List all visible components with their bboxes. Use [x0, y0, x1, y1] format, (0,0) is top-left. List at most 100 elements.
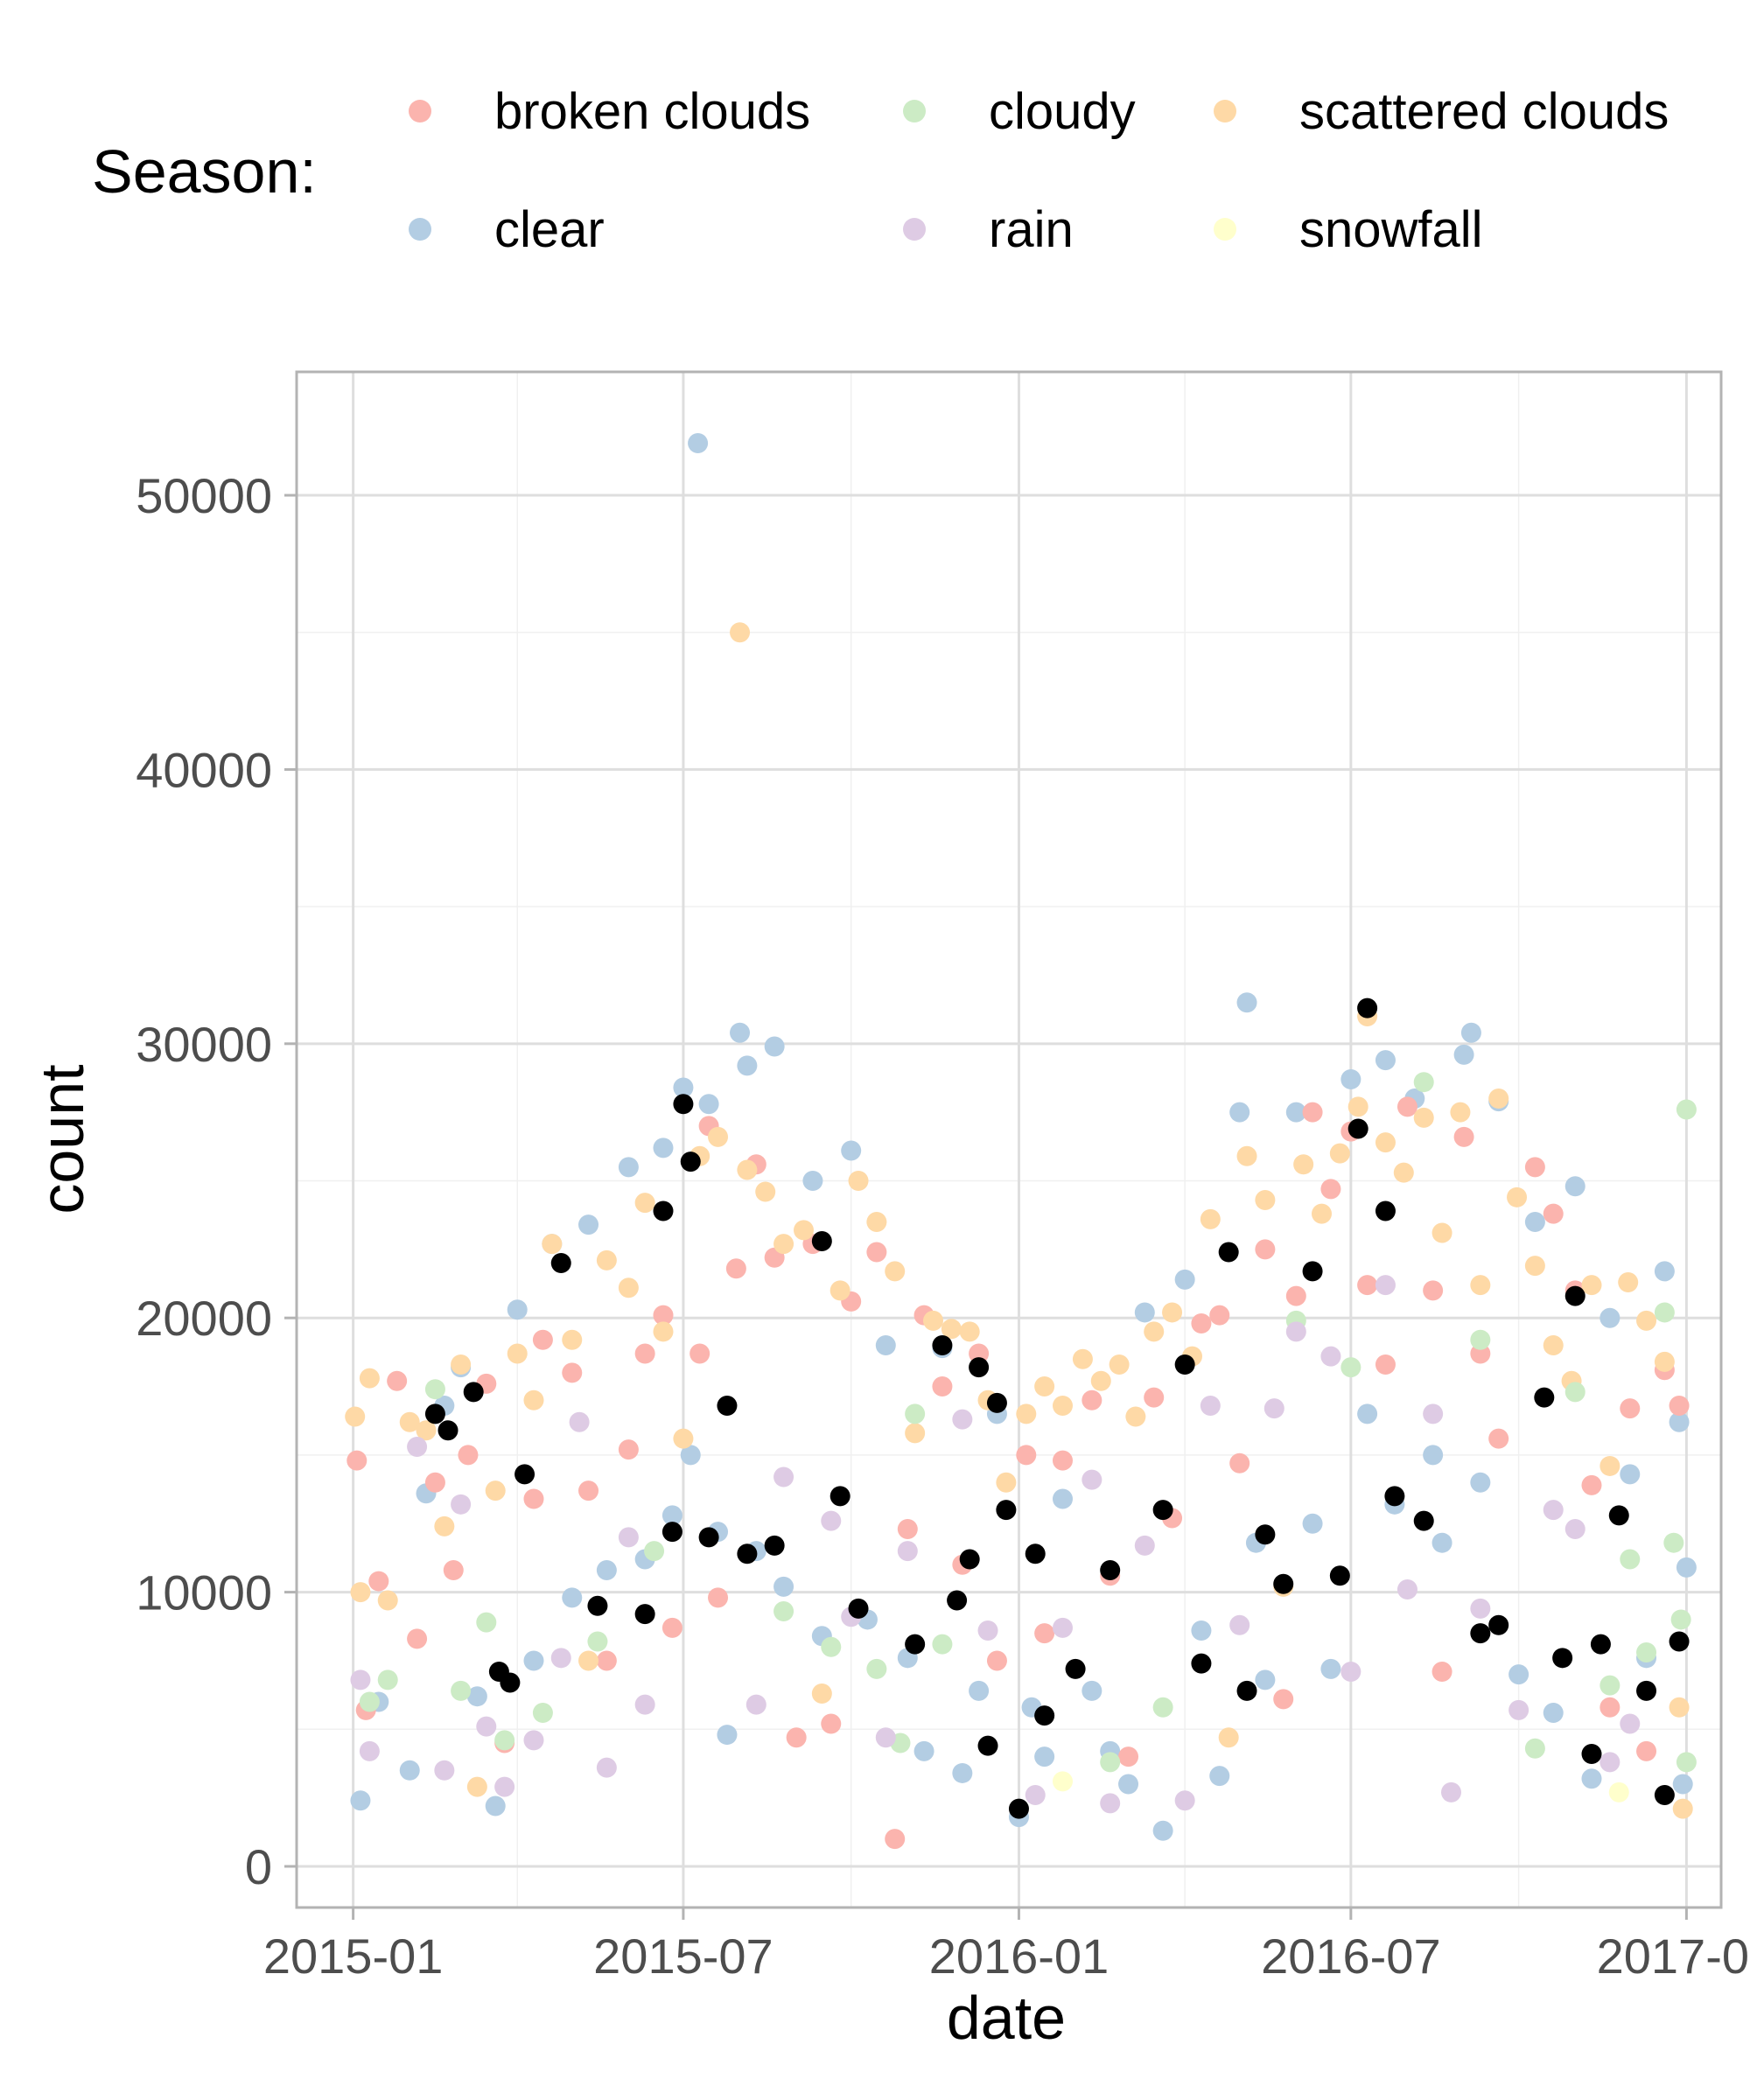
data-point: [802, 1171, 823, 1192]
data-point: [1329, 1565, 1350, 1586]
data-point: [1543, 1203, 1564, 1224]
data-point: [821, 1510, 842, 1531]
data-point: [730, 622, 751, 643]
data-point: [1152, 1820, 1173, 1841]
data-point: [1636, 1680, 1657, 1701]
axis-ticks: 0 10000 20000 30000 40000 50000 2015-01 2015-07…: [136, 468, 1750, 1984]
data-point: [476, 1612, 497, 1633]
data-point: [1034, 1376, 1055, 1397]
data-point: [996, 1500, 1017, 1521]
data-point: [1654, 1261, 1675, 1282]
data-point: [562, 1587, 583, 1608]
data-point: [1082, 1390, 1102, 1410]
data-point: [653, 1200, 674, 1222]
data-point: [1229, 1102, 1250, 1123]
data-point: [905, 1404, 926, 1424]
data-point: [1564, 1519, 1586, 1540]
data-point: [1600, 1455, 1620, 1476]
data-point: [507, 1299, 528, 1320]
data-point: [1255, 1239, 1276, 1260]
data-point: [1109, 1354, 1130, 1375]
data-points: [345, 432, 1697, 1850]
data-point: [1134, 1535, 1155, 1556]
data-point: [1125, 1406, 1146, 1427]
data-point: [1082, 1680, 1102, 1701]
data-point: [662, 1522, 682, 1543]
data-point: [550, 1648, 571, 1669]
data-point: [905, 1423, 926, 1444]
data-point: [596, 1757, 617, 1778]
data-point: [764, 1036, 785, 1057]
data-point: [986, 1650, 1007, 1671]
data-point: [1255, 1189, 1276, 1210]
data-point: [1453, 1126, 1474, 1147]
data-point: [774, 1601, 794, 1622]
data-point: [848, 1598, 869, 1619]
data-point: [866, 1212, 887, 1233]
data-point: [786, 1727, 807, 1748]
data-point: [485, 1796, 506, 1816]
data-point: [1340, 1661, 1362, 1682]
data-point: [774, 1466, 794, 1488]
y-tick-label: 0: [245, 1839, 272, 1894]
data-point: [562, 1362, 583, 1383]
data-point: [350, 1790, 371, 1811]
data-point: [1423, 1404, 1444, 1424]
data-point: [1413, 1510, 1434, 1531]
data-point: [1302, 1513, 1323, 1534]
data-point: [377, 1670, 398, 1690]
x-tick-label: 2016-01: [929, 1928, 1110, 1984]
data-point: [841, 1140, 862, 1161]
data-point: [1669, 1631, 1690, 1652]
data-point: [1620, 1464, 1641, 1485]
data-point: [1255, 1670, 1276, 1690]
data-point: [717, 1725, 738, 1746]
data-point: [764, 1535, 785, 1556]
data-point: [1423, 1280, 1444, 1301]
data-point: [830, 1486, 850, 1507]
data-point: [875, 1727, 896, 1748]
data-point: [1552, 1648, 1573, 1669]
data-point: [653, 1305, 674, 1326]
data-point: [466, 1686, 487, 1707]
data-point: [634, 1694, 655, 1715]
data-point: [476, 1716, 497, 1737]
data-point: [1357, 1404, 1378, 1424]
data-point: [596, 1250, 617, 1270]
data-point: [698, 1527, 719, 1548]
data-point: [1340, 1357, 1362, 1378]
data-point: [532, 1702, 553, 1723]
data-point: [618, 1278, 639, 1298]
data-point: [387, 1370, 408, 1391]
x-tick-label: 2016-07: [1261, 1928, 1441, 1984]
data-point: [1375, 1132, 1396, 1153]
data-point: [1488, 1614, 1509, 1635]
data-point: [1218, 1727, 1239, 1748]
data-point: [1396, 1096, 1418, 1117]
data-point: [1581, 1275, 1602, 1296]
data-point: [673, 1428, 694, 1449]
data-point: [1432, 1532, 1452, 1553]
data-point: [688, 432, 709, 453]
data-point: [424, 1472, 445, 1493]
data-point: [1600, 1752, 1620, 1773]
data-point: [969, 1357, 990, 1378]
data-point: [885, 1261, 906, 1282]
data-point: [793, 1220, 814, 1241]
data-point: [1174, 1790, 1195, 1811]
legend-key-1: [903, 100, 926, 122]
data-point: [1488, 1428, 1509, 1449]
data-point: [523, 1390, 544, 1410]
data-point: [746, 1694, 766, 1715]
data-point: [1152, 1500, 1173, 1521]
data-point: [1302, 1102, 1323, 1123]
data-point: [399, 1411, 420, 1432]
data-point: [821, 1713, 842, 1734]
data-point: [1670, 1609, 1691, 1630]
data-point: [1676, 1099, 1697, 1120]
data-point: [932, 1634, 953, 1655]
data-point: [1016, 1404, 1037, 1424]
data-point: [1672, 1798, 1693, 1819]
data-point: [618, 1527, 639, 1548]
data-point: [653, 1138, 674, 1158]
